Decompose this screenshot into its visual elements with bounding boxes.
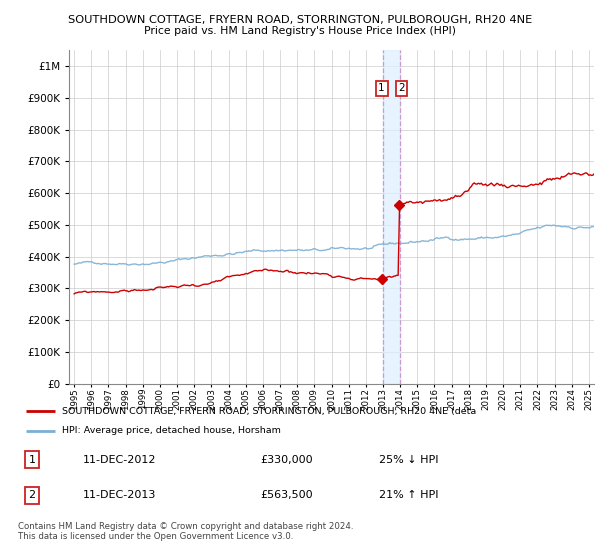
Bar (383, 50, 400, 384)
Text: 21% ↑ HPI: 21% ↑ HPI (379, 491, 439, 500)
Text: SOUTHDOWN COTTAGE, FRYERN ROAD, STORRINGTON, PULBOROUGH, RH20 4NE: SOUTHDOWN COTTAGE, FRYERN ROAD, STORRING… (68, 15, 532, 25)
Text: HPI: Average price, detached house, Horsham: HPI: Average price, detached house, Hors… (62, 426, 281, 435)
Text: 11-DEC-2013: 11-DEC-2013 (83, 491, 156, 500)
Text: Contains HM Land Registry data © Crown copyright and database right 2024.
This d: Contains HM Land Registry data © Crown c… (18, 522, 353, 542)
Text: Price paid vs. HM Land Registry's House Price Index (HPI): Price paid vs. HM Land Registry's House … (144, 26, 456, 36)
Text: 2: 2 (398, 83, 405, 94)
Text: SOUTHDOWN COTTAGE, FRYERN ROAD, STORRINGTON, PULBOROUGH, RH20 4NE (deta: SOUTHDOWN COTTAGE, FRYERN ROAD, STORRING… (62, 407, 476, 416)
Text: 25% ↓ HPI: 25% ↓ HPI (379, 455, 439, 465)
Text: £330,000: £330,000 (260, 455, 313, 465)
Text: £563,500: £563,500 (260, 491, 313, 500)
Text: 11-DEC-2012: 11-DEC-2012 (83, 455, 157, 465)
Text: 1: 1 (378, 83, 385, 94)
Text: 2: 2 (29, 491, 35, 500)
Text: 1: 1 (29, 455, 35, 465)
